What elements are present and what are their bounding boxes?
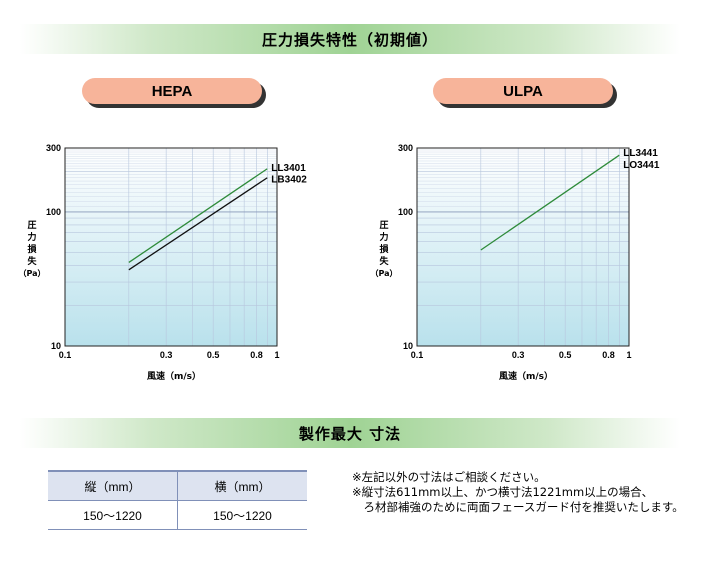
ulpa-chart: 10 100 300 0.1 0.3 0.5 0.8 1 LL3441 LO3441: [398, 143, 660, 360]
ulpa-x-axis-title: 風速（m/s）: [499, 372, 554, 382]
x-tick-label: 0.8: [602, 350, 615, 360]
y-tick-label: 300: [46, 143, 61, 153]
y-title-char: 力: [27, 233, 37, 243]
x-tick-label: 0.1: [411, 350, 424, 360]
size-table-header-row: 縦（mm） 横（mm）: [48, 470, 307, 501]
ulpa-y-axis-title: 圧 力 損 失 （Pa）: [370, 220, 397, 280]
hepa-label: HEPA: [82, 78, 262, 104]
y-title-unit: （Pa）: [18, 269, 46, 278]
y-title-char: 力: [379, 233, 389, 243]
series-label: LB3402: [271, 175, 307, 186]
y-title-char: 圧: [379, 221, 389, 231]
note-line: ※縦寸法611mm以上、かつ横寸法1221mm以上の場合、: [352, 485, 654, 499]
y-title-char: 圧: [27, 221, 37, 231]
y-title-char: 失: [379, 257, 389, 267]
note-line: ろ材部補強のために両面フェースガード付を推奨いたします。: [352, 500, 684, 514]
series-label: LL3441: [623, 148, 658, 159]
size-table-row: 150～1220 150～1220: [48, 500, 307, 530]
size-table: 縦（mm） 横（mm） 150～1220 150～1220: [48, 470, 307, 530]
width-range: 150～1220: [177, 500, 307, 530]
hepa-chart: 10 100 300 0.1 0.3 0.5 0.8 1 LL3401 LB3402: [46, 143, 307, 360]
pressure-loss-header: 圧力損失特性（初期値）: [20, 24, 680, 54]
x-tick-label: 0.8: [250, 350, 263, 360]
x-tick-label: 0.5: [207, 350, 220, 360]
y-title-unit: （Pa）: [370, 269, 398, 278]
width-header: 横（mm）: [177, 470, 307, 501]
y-tick-label: 10: [403, 341, 413, 351]
y-tick-label: 100: [398, 207, 413, 217]
series-line-ll3441: [480, 154, 620, 251]
x-tick-label: 0.3: [512, 350, 525, 360]
series-label: LL3401: [271, 163, 306, 174]
series-line-lb3402: [128, 177, 268, 271]
series-line-ll3401: [128, 168, 268, 263]
y-tick-label: 300: [398, 143, 413, 153]
hepa-y-axis-title: 圧 力 損 失 （Pa）: [18, 220, 45, 280]
x-tick-label: 1: [626, 350, 631, 360]
y-title-char: 失: [27, 257, 37, 267]
height-header: 縦（mm）: [48, 470, 178, 501]
plot-frame: [64, 147, 278, 347]
height-range: 150～1220: [48, 500, 178, 530]
x-tick-label: 0.3: [160, 350, 173, 360]
y-title-char: 損: [379, 245, 389, 255]
notes: ※左記以外の寸法はご相談ください。 ※縦寸法611mm以上、かつ横寸法1221m…: [352, 470, 684, 515]
series-label: LO3441: [623, 160, 660, 171]
y-tick-label: 10: [51, 341, 61, 351]
note-line: ※左記以外の寸法はご相談ください。: [352, 470, 546, 484]
x-tick-label: 0.5: [559, 350, 572, 360]
x-tick-label: 0.1: [59, 350, 72, 360]
max-size-header: 製作最大 寸法: [20, 418, 680, 448]
y-tick-label: 100: [46, 207, 61, 217]
plot-frame: [416, 147, 630, 347]
x-tick-label: 1: [274, 350, 279, 360]
ulpa-label: ULPA: [433, 78, 613, 104]
y-title-char: 損: [27, 245, 37, 255]
hepa-x-axis-title: 風速（m/s）: [147, 372, 202, 382]
